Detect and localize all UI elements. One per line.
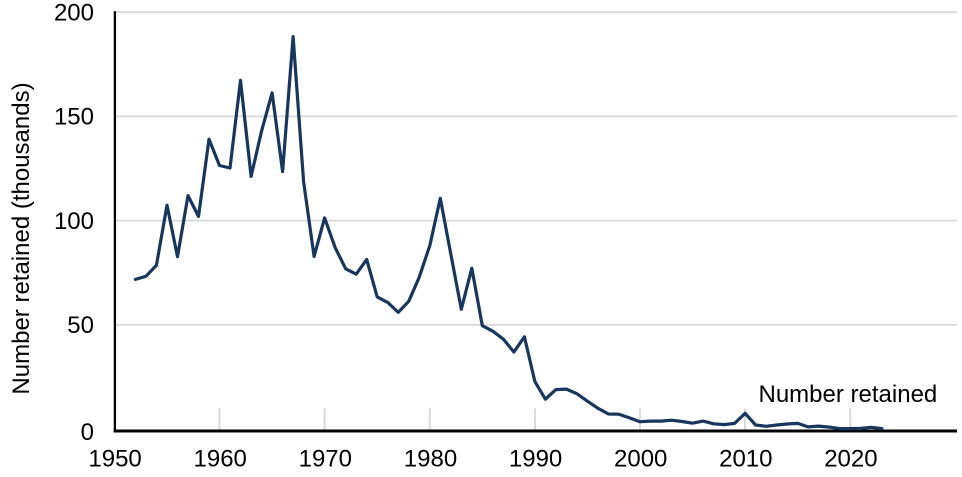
svg-text:200: 200 (54, 0, 94, 27)
svg-text:Number retained: Number retained (759, 381, 938, 408)
svg-text:100: 100 (54, 208, 94, 235)
svg-text:1950: 1950 (88, 446, 141, 472)
svg-text:1980: 1980 (404, 446, 457, 472)
svg-text:150: 150 (54, 104, 94, 131)
svg-text:1960: 1960 (194, 446, 247, 472)
svg-text:2000: 2000 (614, 446, 667, 472)
svg-text:2020: 2020 (824, 446, 877, 472)
svg-text:2010: 2010 (719, 446, 772, 472)
svg-text:1990: 1990 (509, 446, 562, 472)
svg-text:Number retained (thousands): Number retained (thousands) (8, 82, 35, 394)
svg-text:0: 0 (81, 419, 94, 446)
svg-text:1970: 1970 (299, 446, 352, 472)
svg-text:50: 50 (67, 312, 94, 339)
